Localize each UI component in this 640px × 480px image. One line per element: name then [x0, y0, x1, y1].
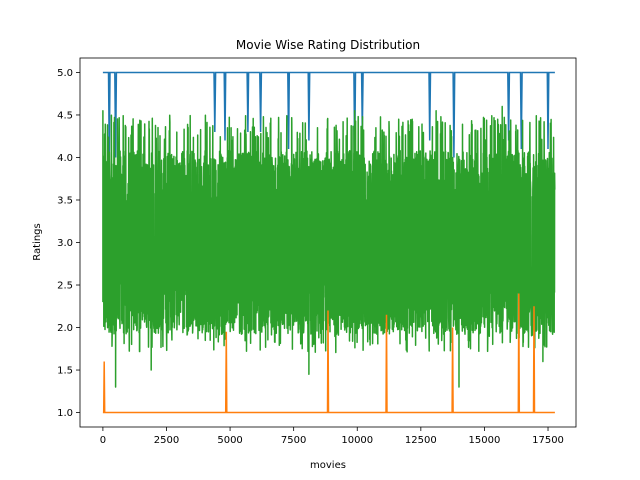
x-tick-label: 10000: [341, 435, 373, 446]
x-tick-label: 12500: [405, 435, 437, 446]
y-tick-label: 1.0: [57, 408, 73, 419]
y-axis-label: Ratings: [32, 223, 43, 260]
series-line-3: [102, 105, 556, 388]
chart-title: Movie Wise Rating Distribution: [236, 38, 420, 52]
y-tick-label: 3.0: [57, 238, 73, 249]
x-tick-label: 7500: [281, 435, 306, 446]
x-axis-label: movies: [310, 460, 346, 471]
x-tick-label: 15000: [469, 435, 501, 446]
y-tick-label: 5.0: [57, 68, 73, 79]
y-axis: 1.0 1.5 2.0 2.5 3.0 3.5 4.0 4.5 5.0: [57, 68, 80, 419]
x-tick-label: 0: [100, 435, 106, 446]
series-line-2: [102, 293, 555, 414]
x-tick-label: 5000: [217, 435, 242, 446]
y-tick-label: 2.0: [57, 323, 73, 334]
series-group: [102, 71, 556, 414]
series-line-1: [102, 71, 555, 158]
y-tick-label: 4.5: [57, 110, 73, 121]
y-tick-label: 2.5: [57, 281, 73, 292]
x-axis: 0 2500 5000 7500 10000 12500 15000 17500: [100, 427, 564, 446]
y-tick-label: 4.0: [57, 153, 73, 164]
y-tick-label: 1.5: [57, 366, 73, 377]
y-tick-label: 3.5: [57, 195, 73, 206]
x-tick-label: 2500: [154, 435, 179, 446]
x-tick-label: 17500: [532, 435, 564, 446]
